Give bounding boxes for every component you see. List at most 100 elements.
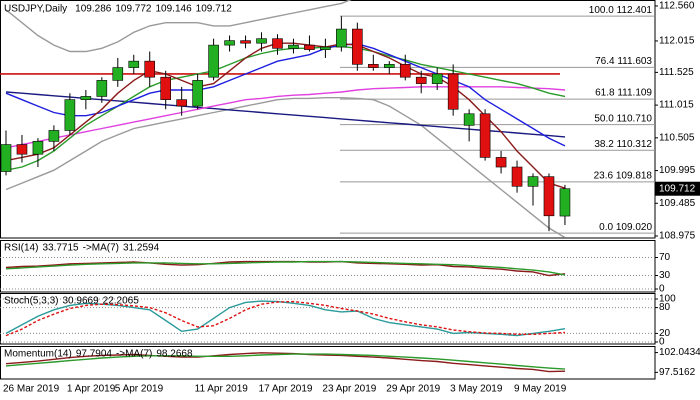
legend-value: 97.7904 [76, 349, 113, 360]
panel-frame [0, 293, 656, 345]
candle-body [336, 28, 347, 48]
candle-body [16, 144, 28, 155]
y-tick-label: 20 [659, 328, 671, 339]
candle-body [431, 73, 443, 84]
candle-body [511, 166, 523, 187]
x-tick-label: 23 Apr 2019 [322, 384, 376, 395]
fib-label: 38.2 110.312 [594, 139, 652, 150]
series-line [5, 97, 566, 238]
candle-body [415, 76, 427, 84]
y-tick-label: 30 [659, 270, 671, 281]
candle-body [224, 40, 235, 46]
candle-body [447, 73, 459, 110]
candle-body [144, 60, 156, 78]
y-tick-label: 70 [659, 252, 671, 263]
candle-body [479, 113, 491, 158]
series-line [5, 352, 566, 373]
y-tick-label: 111.015 [659, 100, 694, 111]
candle-body [176, 99, 187, 107]
series-line [5, 86, 566, 149]
fib-label: 61.8 111.109 [595, 88, 652, 99]
x-tick-label: 9 May 2019 [514, 384, 567, 395]
candle-body [192, 80, 203, 107]
candle-body [527, 176, 539, 187]
x-tick-label: 11 Apr 2019 [195, 384, 249, 395]
series-line [5, 45, 566, 171]
candle-body [128, 60, 140, 68]
x-tick-label: 5 Apr 2019 [115, 384, 164, 395]
header-value: 109.772 [115, 4, 152, 15]
series-line [5, 91, 566, 138]
plot-area [0, 257, 655, 290]
candle-body [32, 141, 44, 155]
y-tick-label: 102.0434 [659, 347, 700, 358]
candle-body [463, 113, 475, 126]
y-tick-label: 109.995 [659, 165, 696, 176]
candle-body [48, 130, 60, 142]
header-value: 109.286 [75, 4, 112, 15]
series-line [5, 0, 352, 53]
candle-body [495, 157, 507, 168]
series-line [5, 300, 566, 337]
candle-body [304, 44, 315, 50]
y-tick-label: 0 [659, 337, 665, 348]
x-tick-label: 26 Mar 2019 [3, 384, 60, 395]
candle-body [272, 38, 283, 49]
series-line [5, 260, 566, 276]
candle-body [160, 76, 171, 100]
candle-body [240, 40, 251, 44]
plot-area [0, 0, 655, 238]
candle-body [543, 176, 555, 217]
y-tick-label: 112.560 [659, 1, 695, 12]
x-tick-label: 1 Apr 2019 [67, 384, 116, 395]
price-marker [655, 181, 700, 196]
fib-label: 50.0 110.710 [594, 113, 652, 124]
chart-title: USDJPY,Daily [4, 4, 67, 15]
candle-body [80, 96, 92, 100]
fib-label: 100.0 112.401 [589, 5, 653, 16]
y-tick-label: 109.485 [659, 198, 696, 209]
y-tick-label: 100 [659, 294, 676, 305]
y-tick-label: 97.5162 [659, 367, 696, 378]
y-tick-label: 110.505 [659, 132, 695, 143]
panel-frame [0, 0, 656, 239]
candle-body [288, 44, 299, 49]
candle-body [208, 44, 219, 78]
candle-body [352, 28, 363, 65]
legend-value: 22.2065 [103, 296, 140, 307]
header-value: 109.146 [155, 4, 192, 15]
series-line [5, 42, 566, 189]
legend-value: 98.2668 [156, 349, 193, 360]
fib-label: 23.6 109.818 [594, 171, 653, 182]
fib-label: 76.4 111.603 [595, 56, 652, 67]
plot-area [0, 298, 655, 343]
y-tick-label: 108.975 [659, 231, 696, 242]
series-line [5, 353, 566, 370]
panel-frame [0, 240, 656, 293]
header-value: 109.712 [196, 4, 233, 15]
candle-body [399, 64, 411, 78]
candle-body [0, 144, 12, 172]
y-tick-label: 112.015 [659, 36, 695, 47]
legend-name: Stoch(5,3,3) [4, 296, 58, 307]
y-tick-label: 80 [659, 302, 671, 313]
x-tick-label: 29 Apr 2019 [386, 384, 440, 395]
legend-name: ->MA(7) [116, 349, 152, 360]
legend-name: ->MA(7) [83, 243, 119, 254]
y-tick-label: 0 [659, 284, 665, 295]
candle-body [112, 67, 124, 81]
candle-body [64, 99, 76, 131]
candle-body [320, 46, 331, 50]
candle-body [96, 80, 108, 97]
x-tick-label: 3 May 2019 [450, 384, 503, 395]
legend-value: 30.9669 [62, 296, 99, 307]
price-marker-label: 109.712 [659, 183, 696, 194]
legend-name: RSI(14) [4, 243, 38, 254]
candle-body [383, 64, 395, 68]
candle-body [256, 38, 267, 44]
x-tick-label: 17 Apr 2019 [259, 384, 313, 395]
series-line [5, 43, 566, 147]
y-tick-label: 111.525 [659, 67, 694, 78]
